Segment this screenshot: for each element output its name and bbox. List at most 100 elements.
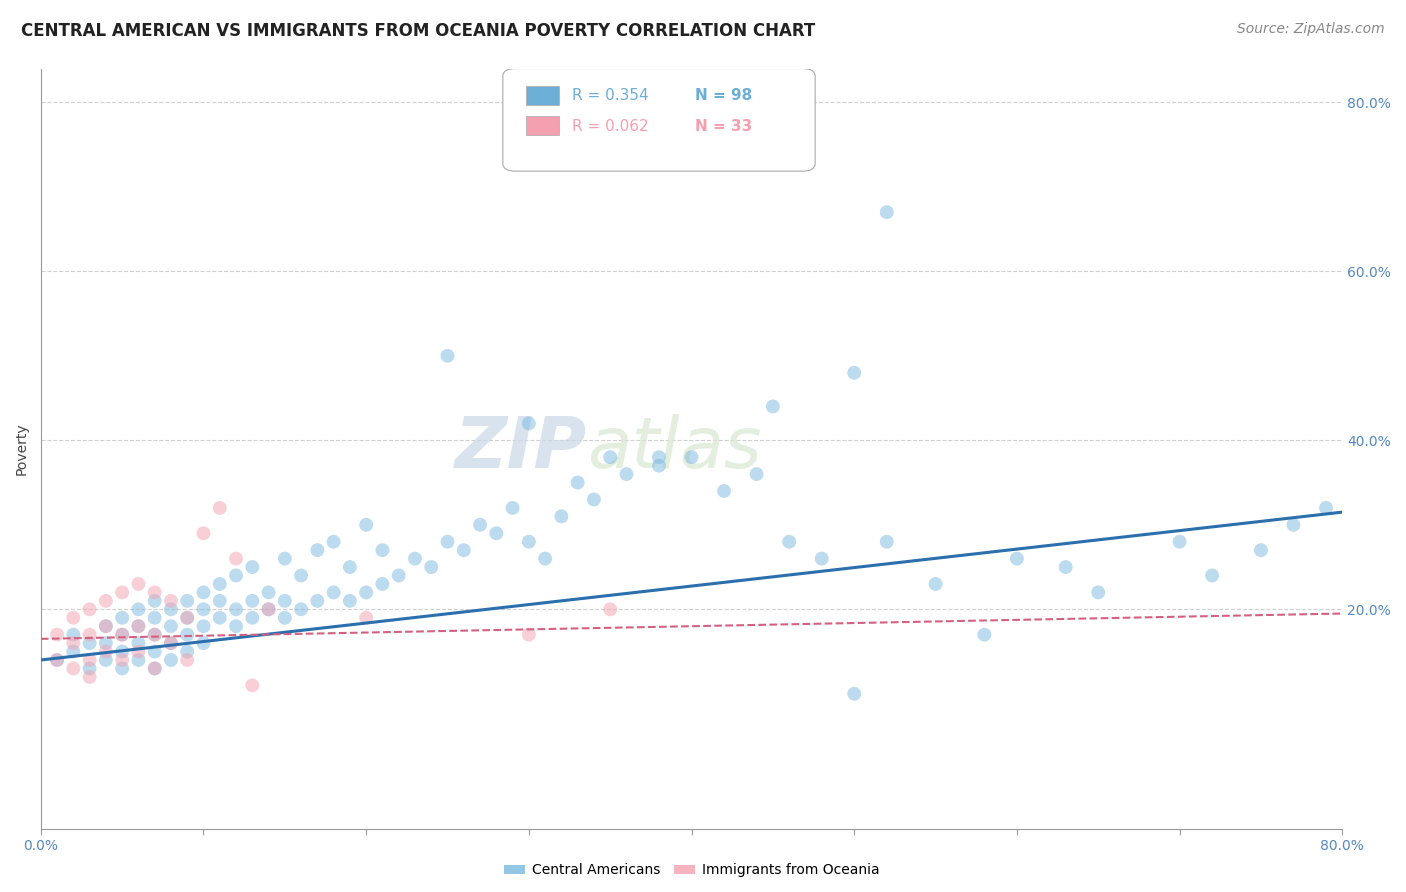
Point — [225, 568, 247, 582]
Point — [94, 594, 117, 608]
Point — [79, 627, 101, 641]
Point — [193, 619, 215, 633]
Point — [681, 450, 703, 465]
Point — [778, 534, 800, 549]
Point — [208, 577, 231, 591]
Point — [322, 534, 344, 549]
Point — [143, 627, 166, 641]
Point — [160, 653, 183, 667]
Point — [193, 636, 215, 650]
Point — [94, 619, 117, 633]
Point — [844, 366, 866, 380]
Point — [240, 611, 263, 625]
Point — [257, 602, 280, 616]
Point — [62, 661, 84, 675]
Point — [193, 585, 215, 599]
Point — [208, 594, 231, 608]
Point — [127, 644, 149, 658]
Point — [240, 594, 263, 608]
Point — [485, 526, 508, 541]
Point — [111, 627, 134, 641]
Point — [240, 678, 263, 692]
Point — [599, 602, 621, 616]
Point — [1250, 543, 1272, 558]
Point — [176, 594, 198, 608]
Point — [143, 627, 166, 641]
Point — [876, 205, 898, 219]
Point — [143, 661, 166, 675]
Point — [844, 687, 866, 701]
Y-axis label: Poverty: Poverty — [15, 423, 30, 475]
Point — [420, 560, 443, 574]
Point — [127, 653, 149, 667]
Point — [127, 619, 149, 633]
Point — [79, 653, 101, 667]
Point — [62, 627, 84, 641]
Point — [79, 602, 101, 616]
Point — [550, 509, 572, 524]
Point — [567, 475, 589, 490]
Point — [225, 602, 247, 616]
Point — [176, 627, 198, 641]
Point — [79, 636, 101, 650]
Text: N = 98: N = 98 — [696, 88, 752, 103]
Point — [502, 500, 524, 515]
Point — [582, 492, 605, 507]
Point — [46, 627, 69, 641]
Text: CENTRAL AMERICAN VS IMMIGRANTS FROM OCEANIA POVERTY CORRELATION CHART: CENTRAL AMERICAN VS IMMIGRANTS FROM OCEA… — [21, 22, 815, 40]
Text: ZIP: ZIP — [456, 414, 588, 483]
Point — [46, 653, 69, 667]
Point — [127, 577, 149, 591]
Point — [1168, 534, 1191, 549]
Point — [648, 458, 671, 473]
Point — [1054, 560, 1077, 574]
Point — [160, 594, 183, 608]
Point — [339, 594, 361, 608]
Point — [143, 644, 166, 658]
Text: N = 33: N = 33 — [696, 119, 752, 134]
Point — [354, 517, 377, 532]
Point — [160, 636, 183, 650]
Point — [371, 577, 394, 591]
Text: R = 0.354: R = 0.354 — [572, 88, 648, 103]
Point — [176, 644, 198, 658]
Point — [208, 611, 231, 625]
Point — [94, 644, 117, 658]
Point — [745, 467, 768, 482]
Point — [1282, 517, 1305, 532]
Point — [176, 611, 198, 625]
Point — [1087, 585, 1109, 599]
Point — [111, 661, 134, 675]
Point — [404, 551, 426, 566]
Point — [388, 568, 411, 582]
Point — [94, 619, 117, 633]
Point — [973, 627, 995, 641]
Point — [160, 602, 183, 616]
Point — [257, 585, 280, 599]
Point — [111, 644, 134, 658]
Point — [1005, 551, 1028, 566]
Point — [225, 551, 247, 566]
Point — [322, 585, 344, 599]
Point — [876, 534, 898, 549]
Point — [339, 560, 361, 574]
Point — [143, 594, 166, 608]
Point — [371, 543, 394, 558]
Point — [307, 543, 329, 558]
Point — [143, 611, 166, 625]
Point — [193, 526, 215, 541]
Point — [94, 636, 117, 650]
Point — [810, 551, 832, 566]
Point — [354, 585, 377, 599]
Point — [160, 619, 183, 633]
Text: atlas: atlas — [588, 414, 762, 483]
Point — [924, 577, 946, 591]
Point — [111, 653, 134, 667]
Point — [1201, 568, 1223, 582]
Point — [46, 653, 69, 667]
Point — [225, 619, 247, 633]
Point — [713, 483, 735, 498]
Point — [257, 602, 280, 616]
Point — [127, 602, 149, 616]
Point — [193, 602, 215, 616]
